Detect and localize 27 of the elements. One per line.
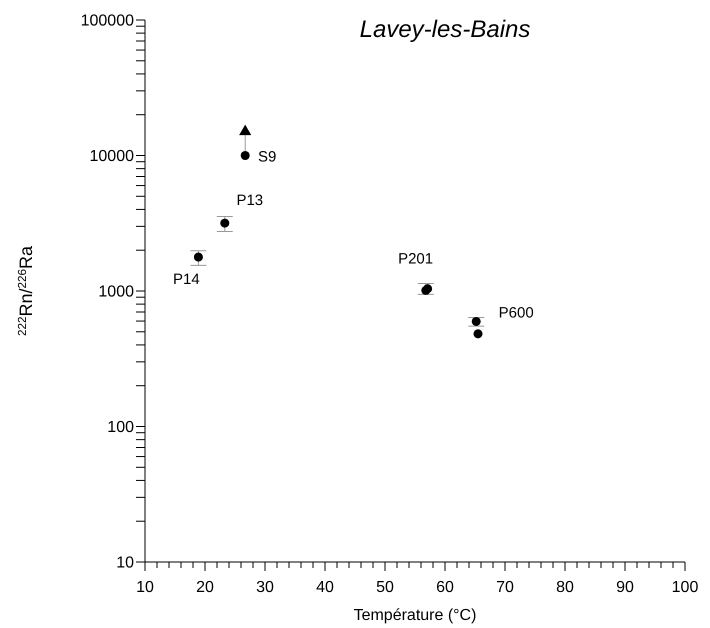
- x-tick-label: 90: [616, 579, 634, 596]
- point: [473, 329, 483, 338]
- x-tick-label: 50: [376, 579, 394, 596]
- x-tick-label: 30: [256, 579, 274, 596]
- point: [240, 150, 250, 160]
- x-tick-label: 70: [496, 579, 514, 596]
- x-axis-title: Température (°C): [354, 607, 476, 624]
- annotation: P201: [398, 250, 434, 268]
- x-tick-label: 80: [556, 579, 574, 596]
- point: [220, 218, 230, 228]
- x-tick-label: 20: [196, 579, 214, 596]
- annotation: S9: [258, 148, 276, 166]
- annotation: P13: [236, 192, 264, 210]
- y-tick-label: 1000: [98, 284, 134, 301]
- y-tick-label: 10000: [90, 148, 134, 166]
- point: [194, 252, 203, 262]
- y-tick-label: 100000: [80, 12, 134, 30]
- y-tick-label: 10: [116, 554, 134, 572]
- x-tick-label: 10: [136, 579, 154, 596]
- x-tick-label: 60: [436, 579, 454, 596]
- x-tick-label: 100: [672, 579, 698, 596]
- point: [472, 316, 481, 326]
- x-tick-label: 40: [316, 579, 334, 596]
- annotation: P14: [173, 271, 200, 288]
- y-tick-label: 100: [107, 419, 134, 436]
- annotation: P600: [498, 304, 534, 322]
- chart-title: Lavey-les-Bains: [358, 16, 532, 44]
